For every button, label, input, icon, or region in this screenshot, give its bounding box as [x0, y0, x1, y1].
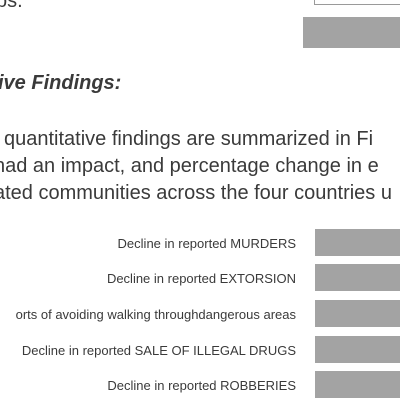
paragraph-line-1: l quantitative findings are summarized i…	[0, 128, 374, 150]
chart-row-illegal-drugs: Decline in reported SALE OF ILLEGAL DRUG…	[0, 333, 400, 369]
chart-bar-murders	[315, 229, 400, 256]
chart-row-label: Decline in reported MURDERS	[117, 236, 296, 251]
paragraph-line-2: had an impact, and percentage change in …	[0, 155, 379, 177]
chart-row-label: Decline in reported ROBBERIES	[107, 378, 296, 393]
chart-row-label: Decline in reported SALE OF ILLEGAL DRUG…	[21, 343, 296, 358]
chart-row-robberies: Decline in reported ROBBERIES	[0, 368, 400, 404]
chart-row-dangerous-areas: orts of avoiding walking throughdangerou…	[0, 297, 400, 333]
text-field[interactable]	[314, 0, 400, 5]
section-heading: ive Findings:	[0, 72, 122, 94]
chart-bar-dangerous-areas	[315, 300, 400, 327]
findings-paragraph: l quantitative findings are summarized i…	[0, 126, 400, 207]
chart-row-murders: Decline in reported MURDERS	[0, 226, 400, 262]
chart-bar-illegal-drugs	[315, 336, 400, 363]
paragraph-line-3: ated communities across the four countri…	[0, 182, 392, 204]
paragraph-fragment-top: ps.	[0, 0, 23, 12]
chart-bar-robberies	[315, 371, 400, 398]
findings-bar-chart: Decline in reported MURDERS Decline in r…	[0, 226, 400, 400]
chart-row-label: Decline in reported EXTORSION	[106, 271, 296, 286]
chart-bar-extorsion	[315, 264, 400, 291]
gray-button[interactable]	[303, 17, 400, 48]
chart-row-extorsion: Decline in reported EXTORSION	[0, 261, 400, 297]
chart-row-label: orts of avoiding walking throughdangerou…	[15, 307, 296, 322]
